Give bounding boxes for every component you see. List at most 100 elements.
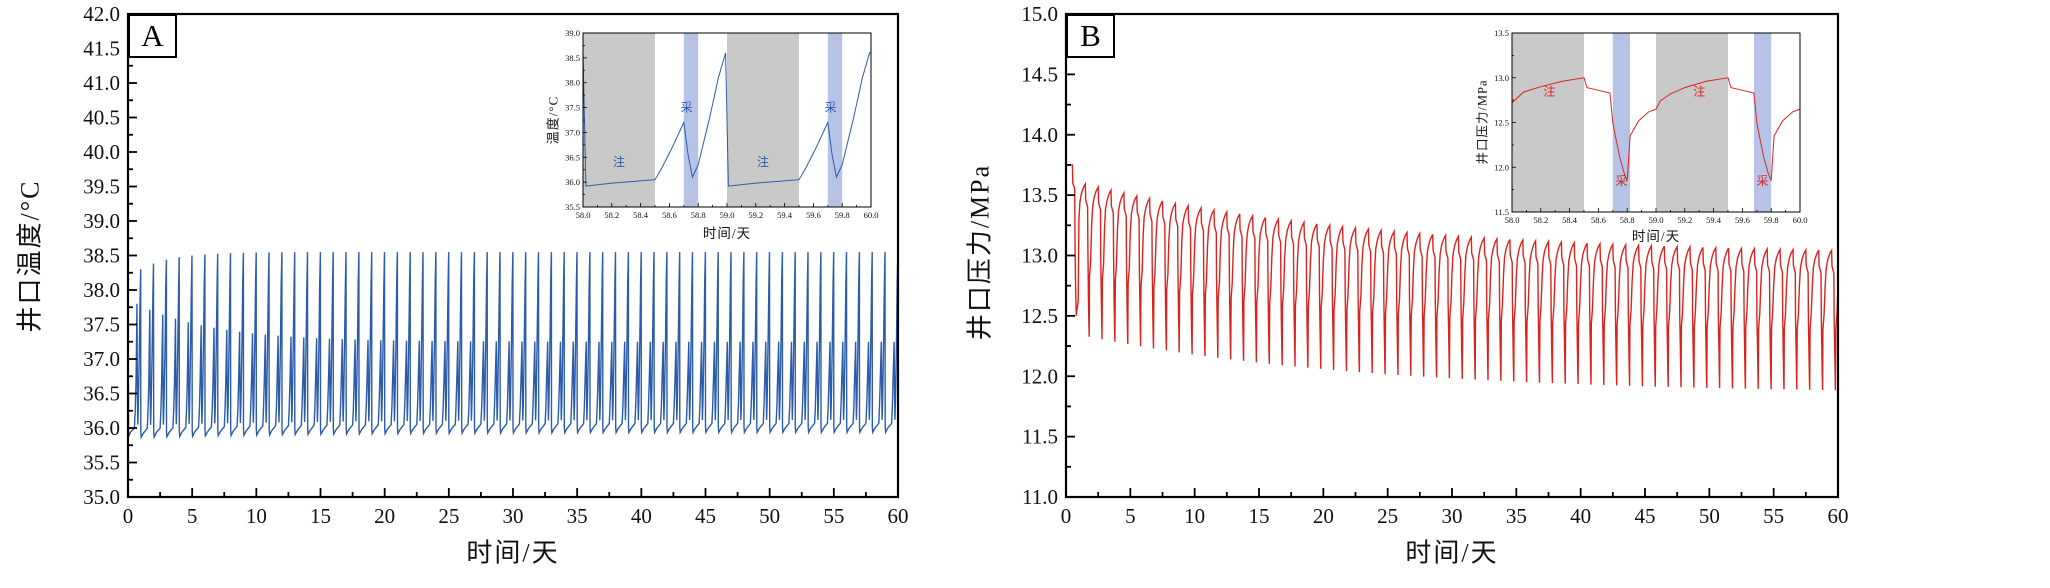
panel-A: 0 5 10 15 20 25 30 35 40 45 50 55 60 35.0 35.5 36.0 36.5… xyxy=(83,2,908,528)
panel-b-label: B xyxy=(1066,14,1115,58)
svg-text:39.0: 39.0 xyxy=(83,209,120,233)
svg-text:14.0: 14.0 xyxy=(1021,123,1058,147)
svg-text:39.0: 39.0 xyxy=(565,28,580,38)
inset-B-band-injection xyxy=(1512,33,1584,212)
svg-text:58.8: 58.8 xyxy=(691,210,706,220)
svg-text:0: 0 xyxy=(123,504,134,528)
inset-B-region-label-injection: 注 xyxy=(1693,84,1705,99)
svg-text:60: 60 xyxy=(1828,504,1849,528)
svg-text:15: 15 xyxy=(310,504,331,528)
panel-A-series xyxy=(127,252,899,440)
svg-text:38.0: 38.0 xyxy=(83,278,120,302)
svg-text:58.8: 58.8 xyxy=(1620,215,1635,225)
svg-text:50: 50 xyxy=(759,504,780,528)
svg-text:13.5: 13.5 xyxy=(1494,28,1509,38)
svg-text:42.0: 42.0 xyxy=(83,2,120,26)
svg-text:41.0: 41.0 xyxy=(83,71,120,95)
svg-text:59.0: 59.0 xyxy=(720,210,735,220)
svg-text:25: 25 xyxy=(1377,504,1398,528)
inset-B-ticks xyxy=(1511,32,1801,213)
panel-B-series xyxy=(1065,164,1839,391)
svg-text:30: 30 xyxy=(503,504,524,528)
inset-a-x-axis-title: 时间/天 xyxy=(702,226,752,241)
svg-text:35: 35 xyxy=(567,504,588,528)
svg-text:58.0: 58.0 xyxy=(576,210,591,220)
svg-text:13.0: 13.0 xyxy=(1494,73,1509,83)
svg-text:58.2: 58.2 xyxy=(604,210,619,220)
svg-text:11.0: 11.0 xyxy=(1022,485,1058,509)
svg-text:10: 10 xyxy=(1184,504,1205,528)
svg-text:38.5: 38.5 xyxy=(83,244,120,268)
svg-text:41.5: 41.5 xyxy=(83,37,120,61)
inset-A-region-label-production: 采 xyxy=(681,101,693,115)
svg-text:59.6: 59.6 xyxy=(1735,215,1750,225)
svg-text:40.0: 40.0 xyxy=(83,140,120,164)
svg-text:12.0: 12.0 xyxy=(1494,162,1509,172)
svg-text:30: 30 xyxy=(1442,504,1463,528)
svg-text:60: 60 xyxy=(888,504,909,528)
svg-text:36.5: 36.5 xyxy=(83,382,120,406)
inset-A-band-injection xyxy=(727,33,799,207)
svg-text:50: 50 xyxy=(1699,504,1720,528)
inset-B-band-injection xyxy=(1656,33,1728,212)
svg-text:37.0: 37.0 xyxy=(565,127,580,137)
svg-text:59.6: 59.6 xyxy=(806,210,821,220)
inset-A-band-injection xyxy=(583,33,655,207)
svg-text:5: 5 xyxy=(187,504,198,528)
panel-a-x-axis-title: 时间/天 xyxy=(466,538,560,568)
inset-B-tick-labels: 58.0 58.2 58.4 58.6 58.8 59.0 59.2 59.4 59.6 59.8… xyxy=(1494,28,1807,225)
svg-text:37.5: 37.5 xyxy=(565,103,580,113)
svg-text:59.4: 59.4 xyxy=(777,210,793,220)
svg-text:36.0: 36.0 xyxy=(83,416,120,440)
inset-A-band-production xyxy=(827,33,843,207)
panel-B-tick-labels: 0 5 10 15 20 25 30 35 40 45 50 55 60 11.0 11.5 12.0 12.5… xyxy=(1021,2,1848,528)
svg-text:12.5: 12.5 xyxy=(1021,304,1058,328)
svg-text:59.8: 59.8 xyxy=(835,210,850,220)
panel-A-ticks xyxy=(127,13,899,498)
svg-text:13.5: 13.5 xyxy=(1021,183,1058,207)
svg-text:35.5: 35.5 xyxy=(565,202,580,212)
svg-text:45: 45 xyxy=(1635,504,1656,528)
inset-b-x-axis-title: 时间/天 xyxy=(1631,229,1681,244)
svg-text:20: 20 xyxy=(1313,504,1334,528)
svg-text:13.0: 13.0 xyxy=(1021,244,1058,268)
svg-text:10: 10 xyxy=(246,504,267,528)
svg-text:15.0: 15.0 xyxy=(1021,2,1058,26)
svg-text:25: 25 xyxy=(438,504,459,528)
svg-text:60.0: 60.0 xyxy=(1793,215,1808,225)
svg-text:11.5: 11.5 xyxy=(1022,425,1058,449)
svg-text:0: 0 xyxy=(1061,504,1072,528)
inset-B-band-production xyxy=(1612,33,1631,212)
svg-text:38.5: 38.5 xyxy=(565,53,580,63)
inset-A-band-production xyxy=(683,33,699,207)
svg-text:35.5: 35.5 xyxy=(83,451,120,475)
svg-text:58.6: 58.6 xyxy=(662,210,677,220)
svg-text:5: 5 xyxy=(1125,504,1136,528)
panel-A-tick-labels: 0 5 10 15 20 25 30 35 40 45 50 55 60 35.0 35.5 36.0 36.5… xyxy=(83,2,908,528)
panel-b-y-axis-title: 井口压力/MPa xyxy=(965,163,995,341)
svg-text:35: 35 xyxy=(1506,504,1527,528)
inset-A-region-label-production: 采 xyxy=(825,101,837,115)
svg-text:59.8: 59.8 xyxy=(1764,215,1779,225)
svg-text:55: 55 xyxy=(1763,504,1784,528)
inset-A-region-label-injection: 注 xyxy=(757,154,769,169)
svg-text:58.0: 58.0 xyxy=(1505,215,1520,225)
svg-text:37.0: 37.0 xyxy=(83,347,120,371)
svg-text:14.5: 14.5 xyxy=(1021,62,1058,86)
svg-text:15: 15 xyxy=(1249,504,1270,528)
svg-text:37.5: 37.5 xyxy=(83,313,120,337)
svg-text:40.5: 40.5 xyxy=(83,106,120,130)
inset-A-ticks xyxy=(582,32,872,208)
inset-A-region-label-injection: 注 xyxy=(613,154,625,169)
svg-text:36.5: 36.5 xyxy=(565,152,580,162)
svg-text:36.0: 36.0 xyxy=(565,177,580,187)
inset-B-series xyxy=(1511,77,1801,181)
svg-text:59.2: 59.2 xyxy=(748,210,763,220)
svg-text:12.5: 12.5 xyxy=(1494,118,1509,128)
inset-b-y-axis-title: 井口压力/MPa xyxy=(1475,79,1490,165)
svg-text:38.0: 38.0 xyxy=(565,78,580,88)
svg-text:58.4: 58.4 xyxy=(1562,215,1578,225)
panel-a-y-axis-title: 井口温度/°C xyxy=(15,179,45,333)
